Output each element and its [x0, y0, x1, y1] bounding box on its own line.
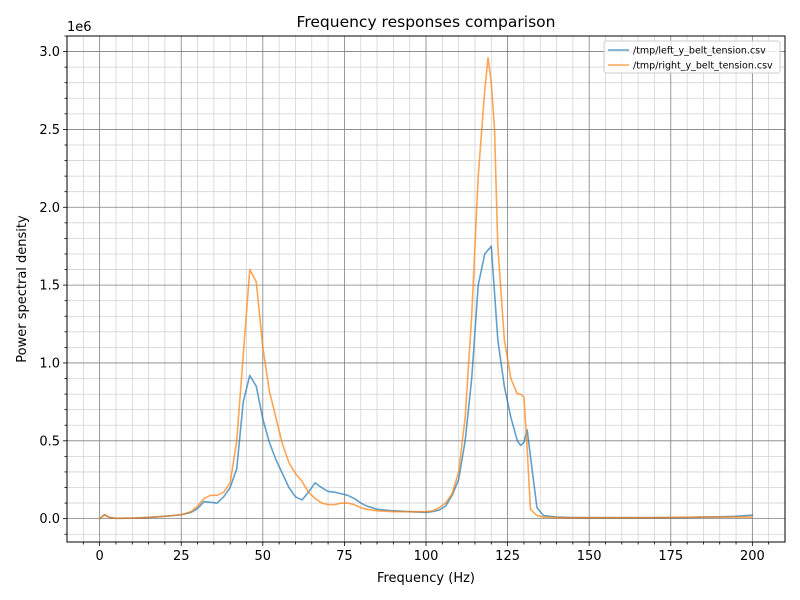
y-tick-label: 1.5: [39, 279, 60, 294]
y-tick-label: 0.5: [39, 434, 60, 449]
legend-box: [603, 40, 781, 74]
y-tick-label: 3.0: [39, 45, 60, 60]
x-tick-label: 150: [577, 549, 602, 564]
x-tick-label: 50: [255, 549, 272, 564]
series-line-1: [98, 56, 754, 520]
x-tick-label: 200: [740, 549, 765, 564]
x-tick-label: 25: [173, 549, 190, 564]
major-grid: [67, 36, 785, 542]
legend: /tmp/left_y_belt_tension.csv/tmp/right_y…: [603, 40, 781, 74]
chart-title: Frequency responses comparison: [297, 13, 556, 31]
y-axis-label: Power spectral density: [15, 215, 30, 363]
y-tick-label: 0.0: [39, 512, 60, 527]
x-tick-label: 125: [495, 549, 520, 564]
x-tick-label: 100: [414, 549, 439, 564]
x-axis-label: Frequency (Hz): [377, 571, 475, 586]
tick-layer: 0 25 50 75 100 125 150 175 200 0.0 0.5 1.0 1.5 2.0 2.5…: [39, 35, 770, 564]
x-tick-label: 75: [336, 549, 353, 564]
x-tick-label: 0: [95, 549, 103, 564]
y-axis-offset-label: 1e6: [67, 20, 92, 35]
x-tick-label: 175: [658, 549, 683, 564]
series-layer: [98, 56, 754, 520]
y-tick-label: 1.0: [39, 356, 60, 371]
legend-label-0: /tmp/left_y_belt_tension.csv: [633, 46, 766, 57]
y-tick-label: 2.0: [39, 201, 60, 216]
legend-label-1: /tmp/right_y_belt_tension.csv: [633, 61, 773, 72]
y-tick-label: 2.5: [39, 123, 60, 138]
